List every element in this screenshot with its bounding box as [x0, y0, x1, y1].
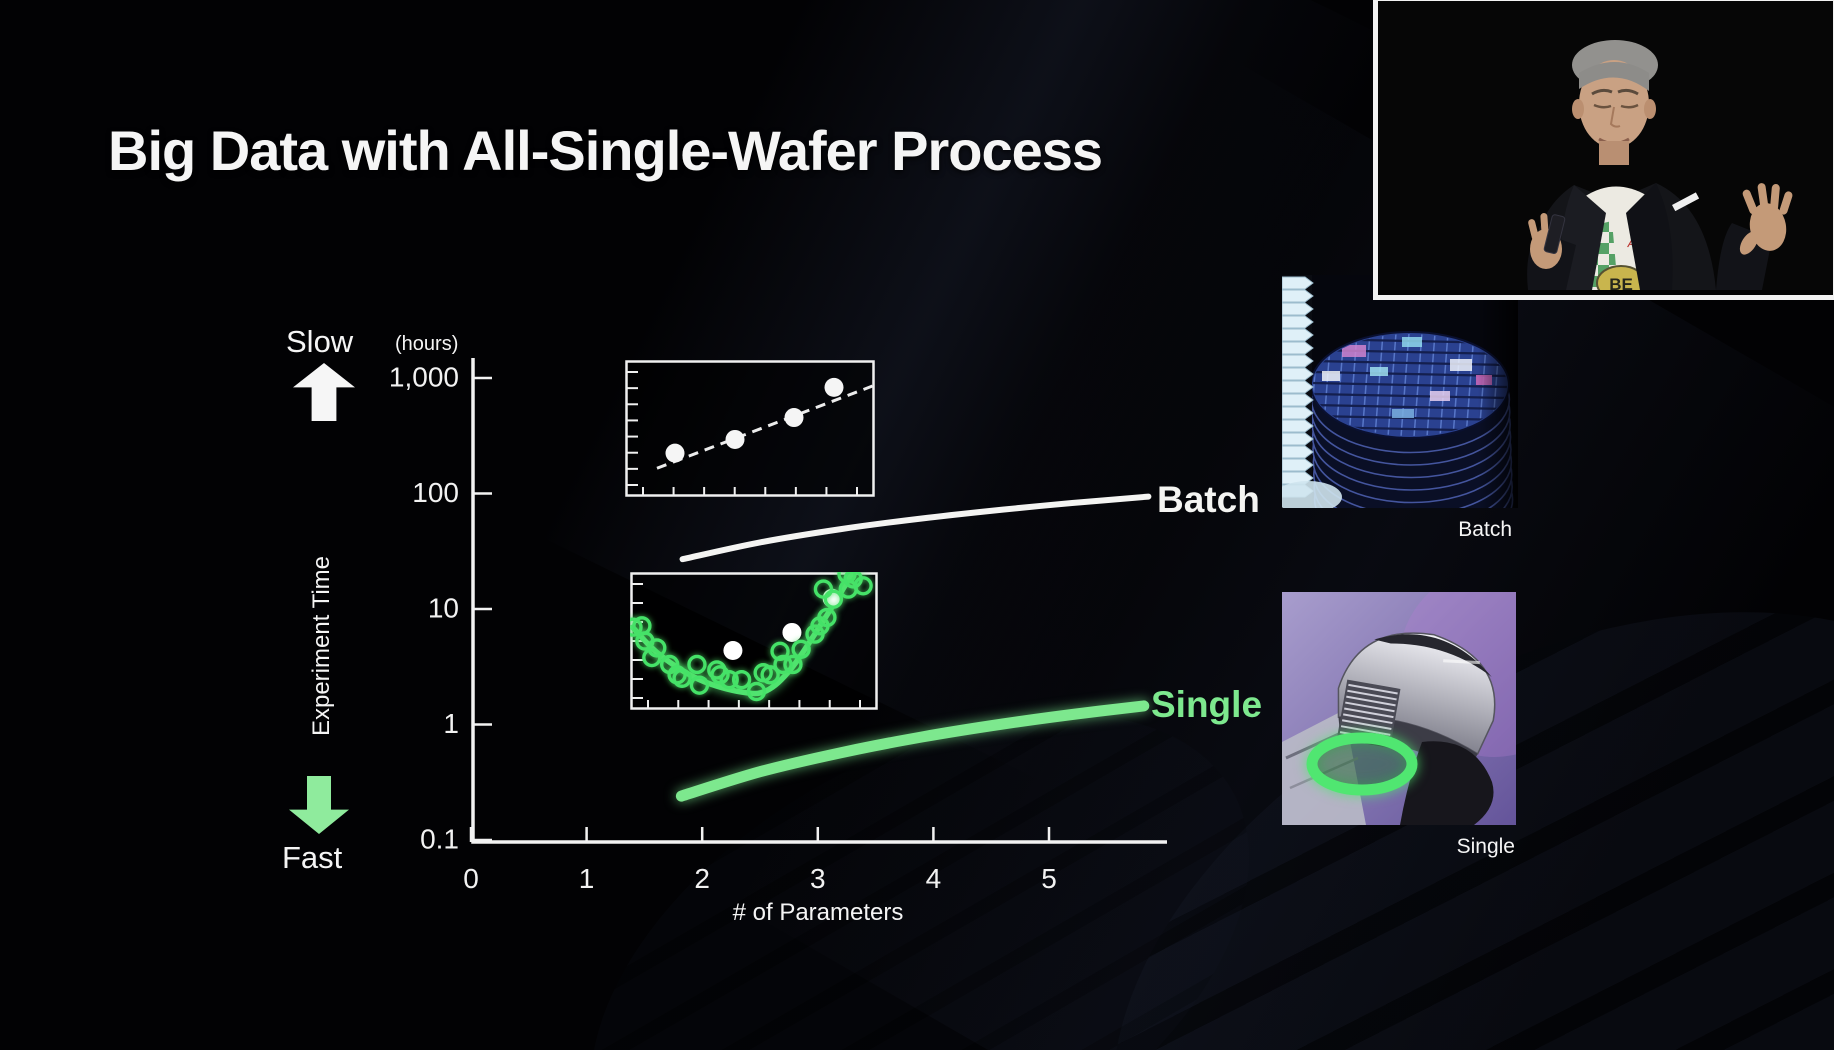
svg-text:0.1: 0.1: [420, 823, 459, 854]
svg-text:2: 2: [694, 863, 710, 894]
svg-text:BE: BE: [1609, 275, 1633, 290]
pocket-square: [1672, 192, 1700, 212]
svg-text:100: 100: [412, 477, 459, 508]
speaker-neck: [1599, 141, 1629, 165]
svg-text:1: 1: [443, 708, 459, 739]
robot-arm: [1400, 741, 1494, 825]
batch-inset-chart: [625, 360, 875, 497]
speaker-right-hand: [1739, 183, 1793, 255]
svg-text:1,000: 1,000: [389, 361, 459, 392]
slow-label: Slow: [286, 324, 354, 359]
svg-text:10: 10: [428, 592, 459, 623]
speaker-left-hand: [1528, 212, 1566, 269]
batch-wafer-stack-photo: [1282, 275, 1518, 508]
speaker-figure: Am BE: [1378, 1, 1833, 290]
speaker-video: Am BE: [1373, 0, 1834, 300]
svg-text:0: 0: [463, 863, 479, 894]
single-wafer-chamber-photo: [1282, 592, 1516, 825]
svg-text:5: 5: [1041, 863, 1057, 894]
speaker-face: [1579, 60, 1649, 148]
svg-text:4: 4: [926, 863, 942, 894]
presenter-remote: [1543, 214, 1566, 254]
single-photo-caption: Single: [1456, 835, 1515, 858]
slide-title: Big Data with All-Single-Wafer Process: [108, 119, 1103, 182]
fast-label: Fast: [282, 840, 343, 875]
y-axis-unit-label: (hours): [395, 333, 459, 355]
svg-text:3: 3: [810, 863, 826, 894]
svg-text:1: 1: [579, 863, 595, 894]
x-axis-title: # of Parameters: [732, 899, 904, 926]
single-inset-chart: [630, 572, 878, 710]
batch-curve-label: Batch: [1157, 479, 1260, 520]
wafer-green-ring: [1306, 732, 1418, 796]
single-curve-label: Single: [1151, 684, 1263, 725]
batch-photo-caption: Batch: [1458, 518, 1512, 541]
shirt-badge: BE: [1596, 265, 1646, 290]
